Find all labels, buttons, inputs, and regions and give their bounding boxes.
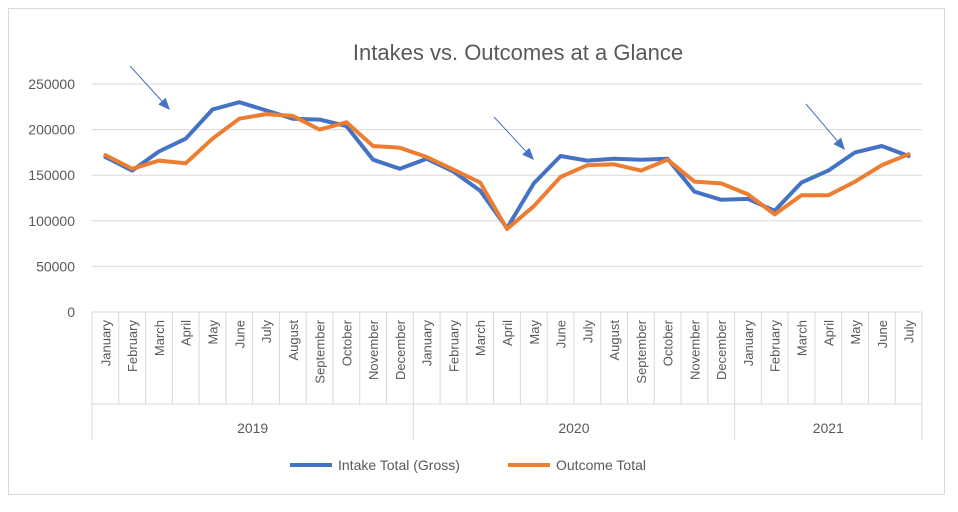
x-tick-label: November — [366, 319, 381, 380]
x-tick-label: May — [205, 320, 220, 345]
x-tick-label: March — [152, 320, 167, 356]
x-tick-label: September — [313, 319, 328, 383]
x-tick-label: April — [500, 320, 515, 346]
legend-label: Intake Total (Gross) — [338, 457, 460, 473]
x-group-label: 2020 — [558, 420, 589, 436]
x-tick-label: July — [259, 320, 274, 344]
x-tick-label: July — [902, 320, 917, 344]
x-tick-label: November — [687, 319, 702, 380]
x-tick-label: December — [393, 319, 408, 380]
x-tick-label: February — [125, 320, 140, 373]
x-tick-label: August — [286, 320, 301, 361]
x-tick-label: April — [179, 320, 194, 346]
y-tick-label: 150000 — [28, 167, 75, 183]
x-tick-label: March — [473, 320, 488, 356]
x-tick-label: June — [232, 320, 247, 348]
chart-title: Intakes vs. Outcomes at a Glance — [353, 40, 683, 65]
x-tick-label: February — [446, 320, 461, 373]
x-tick-label: June — [875, 320, 890, 348]
chart-frame — [9, 9, 945, 495]
y-tick-label: 200000 — [28, 122, 75, 138]
x-tick-label: October — [339, 319, 354, 366]
x-tick-label: January — [420, 320, 435, 367]
x-tick-label: December — [714, 319, 729, 380]
x-tick-label: March — [795, 320, 810, 356]
x-tick-label: September — [634, 319, 649, 383]
legend-label: Outcome Total — [556, 457, 646, 473]
x-tick-label: June — [554, 320, 569, 348]
x-group-label: 2019 — [237, 420, 268, 436]
x-tick-label: January — [98, 320, 113, 367]
y-tick-label: 50000 — [36, 258, 75, 274]
x-tick-label: July — [580, 320, 595, 344]
x-group-label: 2021 — [813, 420, 844, 436]
x-tick-label: May — [527, 320, 542, 345]
x-tick-label: February — [768, 320, 783, 373]
x-tick-label: May — [848, 320, 863, 345]
y-tick-label: 250000 — [28, 76, 75, 92]
x-tick-label: August — [607, 320, 622, 361]
x-tick-label: January — [741, 320, 756, 367]
y-tick-label: 100000 — [28, 213, 75, 229]
y-tick-label: 0 — [67, 304, 75, 320]
x-tick-label: April — [821, 320, 836, 346]
x-tick-label: October — [661, 319, 676, 366]
